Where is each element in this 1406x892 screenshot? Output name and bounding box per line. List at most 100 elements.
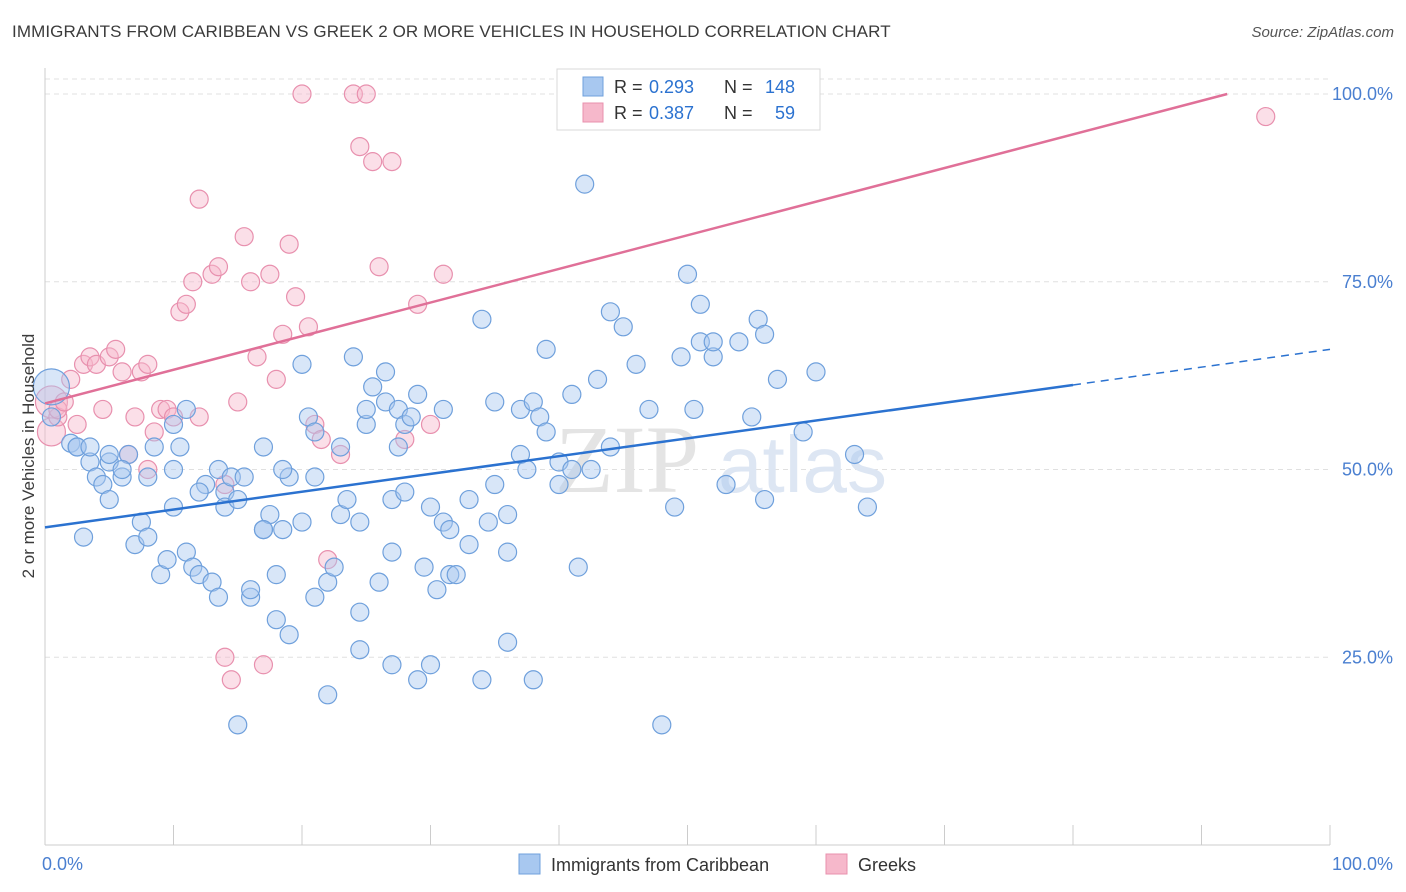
data-point <box>363 377 383 397</box>
data-point <box>754 324 775 344</box>
data-point <box>677 264 698 284</box>
data-point <box>279 234 299 254</box>
data-point <box>253 519 274 540</box>
data-point <box>414 557 434 577</box>
trend-line-caribbean <box>44 383 1074 529</box>
data-point <box>363 152 383 172</box>
data-point <box>562 459 582 480</box>
data-point <box>138 354 158 374</box>
y-tick-labels: 25.0% 50.0% 75.0% 100.0% <box>1332 84 1393 667</box>
data-point <box>292 84 312 104</box>
data-point <box>729 332 749 352</box>
data-point <box>99 489 119 510</box>
data-point <box>196 474 216 495</box>
legend-swatch-greeks <box>825 853 848 875</box>
stats-r-value-pink: 0.387 <box>649 103 694 123</box>
data-point <box>305 422 325 442</box>
legend-label-greeks: Greeks <box>858 855 916 875</box>
data-point <box>99 347 119 367</box>
data-point <box>420 655 441 675</box>
data-point <box>369 572 389 592</box>
data-point <box>144 422 164 442</box>
data-point <box>600 302 621 322</box>
stats-n-value-blue: 148 <box>765 77 795 97</box>
grid-lines <box>45 78 1330 658</box>
data-point <box>208 257 229 277</box>
data-point <box>459 489 479 510</box>
data-point <box>498 632 518 652</box>
data-point <box>189 482 209 502</box>
data-point <box>208 587 229 607</box>
data-point <box>433 512 453 532</box>
y-tick-label: 75.0% <box>1342 272 1393 292</box>
x-tick-labels: 0.0% 100.0% <box>42 854 1393 874</box>
x-tick-label-end: 100.0% <box>1332 854 1393 874</box>
y-axis-label: 2 or more Vehicles in Household <box>19 334 38 579</box>
data-point <box>106 339 126 359</box>
data-point <box>311 429 331 450</box>
data-point <box>356 399 376 420</box>
data-point <box>337 489 357 510</box>
data-point <box>125 407 145 427</box>
data-point <box>292 354 312 374</box>
data-point <box>562 384 582 405</box>
data-point <box>241 580 261 600</box>
trend-line-caribbean-extension <box>1072 348 1331 386</box>
data-point <box>273 459 293 480</box>
data-point <box>305 587 325 607</box>
data-point <box>485 474 505 495</box>
data-point <box>369 257 389 277</box>
data-point <box>703 347 723 367</box>
data-point <box>517 459 537 480</box>
data-point <box>157 550 177 570</box>
data-point <box>241 272 261 292</box>
source-attribution: Source: ZipAtlas.com <box>1251 24 1394 41</box>
data-point <box>253 655 274 675</box>
data-point <box>318 550 338 570</box>
data-point <box>273 519 293 540</box>
data-point <box>671 347 691 367</box>
trend-lines <box>44 92 1331 529</box>
trend-line-greeks <box>44 92 1228 405</box>
data-point <box>420 414 441 435</box>
data-point <box>144 437 164 457</box>
data-point <box>350 640 370 660</box>
data-point <box>260 264 280 284</box>
legend-label-caribbean: Immigrants from Caribbean <box>551 855 769 875</box>
data-point <box>228 392 248 412</box>
data-point <box>163 414 184 435</box>
data-point <box>350 512 370 532</box>
data-point <box>427 580 447 600</box>
data-point <box>703 332 723 352</box>
data-point <box>356 84 376 104</box>
data-point <box>401 407 421 427</box>
chart-legend: Immigrants from Caribbean Greeks <box>518 853 916 875</box>
data-point <box>279 467 299 487</box>
data-point <box>292 512 312 532</box>
data-point <box>498 542 518 562</box>
data-point <box>446 565 466 585</box>
data-point <box>350 136 370 157</box>
data-point <box>318 685 338 705</box>
data-point <box>176 399 196 420</box>
data-point <box>93 399 113 420</box>
stats-swatch-pink <box>582 102 604 123</box>
series-caribbean-points <box>32 174 878 735</box>
data-point <box>112 362 132 382</box>
data-point <box>99 444 119 465</box>
data-point <box>73 527 94 547</box>
stats-n-label-pink: N = <box>724 103 753 123</box>
data-point <box>433 399 453 420</box>
data-point <box>189 189 209 209</box>
data-point <box>684 399 704 420</box>
data-point <box>613 317 633 337</box>
x-tick-label-start: 0.0% <box>42 854 83 874</box>
data-point <box>549 474 569 495</box>
stats-r-label-blue: R = <box>614 77 643 97</box>
data-point <box>163 497 184 517</box>
data-point <box>163 459 184 480</box>
data-point <box>170 437 190 457</box>
watermark-atlas: atlas <box>718 420 887 509</box>
data-point <box>408 670 428 690</box>
